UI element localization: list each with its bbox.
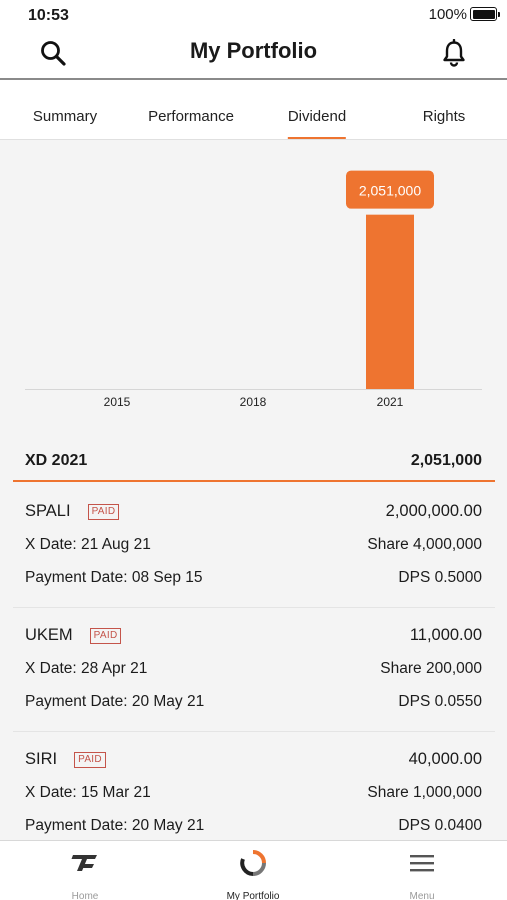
chart-data-label: 2,051,000	[359, 183, 421, 199]
status-time: 10:53	[28, 7, 69, 24]
x-date: X Date: 21 Aug 21	[25, 536, 151, 553]
page-title: My Portfolio	[189, 38, 318, 63]
notifications-button[interactable]	[437, 36, 471, 70]
nav-my-portfolio-label: My Portfolio	[226, 891, 280, 900]
nav-home-label: Home	[71, 891, 99, 900]
nav-menu[interactable]: Menu	[362, 849, 482, 900]
share-count: Share 200,000	[380, 660, 482, 677]
paid-badge: PAID	[89, 627, 122, 644]
tab-rights[interactable]: Rights	[422, 108, 466, 125]
dividend-item[interactable]: SPALI PAID 2,000,000.00 X Date: 21 Aug 21…	[13, 484, 495, 608]
dividend-item[interactable]: SIRI PAID 40,000.00 X Date: 15 Mar 21 Sha…	[13, 732, 495, 840]
payment-date: Payment Date: 08 Sep 15	[25, 569, 203, 586]
nav-menu-label: Menu	[409, 891, 435, 900]
home-logo-icon	[71, 855, 97, 871]
dividend-chart: 2015 2018 2021 2,051,000	[0, 140, 507, 430]
nav-my-portfolio[interactable]: My Portfolio	[193, 849, 313, 900]
stock-symbol: SPALI	[25, 502, 71, 520]
app-header: My Portfolio	[0, 30, 507, 80]
dividend-list: SPALI PAID 2,000,000.00 X Date: 21 Aug 21…	[13, 484, 495, 840]
paid-badge: PAID	[87, 503, 120, 520]
chart-tick-label: 2021	[377, 395, 404, 409]
x-date: X Date: 15 Mar 21	[25, 784, 151, 801]
dividend-amount: 40,000.00	[408, 750, 482, 768]
stock-symbol: SIRI	[25, 750, 58, 768]
payment-date: Payment Date: 20 May 21	[25, 817, 205, 834]
chart-value-tooltip: 2,051,000	[346, 170, 434, 209]
search-icon	[41, 41, 66, 66]
tab-dividend[interactable]: Dividend	[287, 108, 347, 139]
portfolio-tabs: Summary Performance Dividend Rights	[0, 80, 507, 140]
hamburger-menu-icon	[410, 855, 434, 872]
dividend-amount: 11,000.00	[409, 626, 482, 644]
stock-symbol: UKEM	[25, 626, 73, 644]
search-button[interactable]	[36, 36, 70, 70]
chart-bar-2021[interactable]	[366, 214, 414, 389]
paid-badge: PAID	[74, 751, 106, 768]
tab-performance[interactable]: Performance	[148, 108, 234, 125]
dividend-bar-chart: 2015 2018 2021 2,051,000	[25, 170, 482, 409]
dividend-per-share: DPS 0.5000	[398, 569, 482, 586]
battery-percent: 100%	[428, 6, 467, 23]
x-date: X Date: 28 Apr 21	[25, 660, 148, 677]
dividend-amount: 2,000,000.00	[385, 502, 482, 520]
xd-summary-row: XD 2021 2,051,000	[13, 440, 495, 482]
chart-tick-label: 2015	[104, 395, 131, 409]
portfolio-donut-icon	[240, 850, 266, 876]
share-count: Share 4,000,000	[367, 536, 482, 553]
tab-summary[interactable]: Summary	[32, 108, 98, 125]
nav-home[interactable]: Home	[25, 849, 145, 900]
status-bar: 10:53 100%	[0, 0, 507, 30]
battery-icon	[470, 7, 500, 21]
bottom-navigation: Home My Portfolio Menu	[0, 840, 507, 900]
share-count: Share 1,000,000	[367, 784, 482, 801]
dividend-item[interactable]: UKEM PAID 11,000.00 X Date: 28 Apr 21 Sha…	[13, 608, 495, 732]
chart-tick-label: 2018	[240, 395, 267, 409]
xd-year-label: XD 2021	[25, 452, 88, 469]
payment-date: Payment Date: 20 May 21	[25, 693, 205, 710]
bell-icon	[443, 39, 465, 67]
xd-total-amount: 2,051,000	[410, 452, 482, 469]
dividend-per-share: DPS 0.0550	[398, 693, 482, 710]
dividend-per-share: DPS 0.0400	[398, 817, 482, 834]
